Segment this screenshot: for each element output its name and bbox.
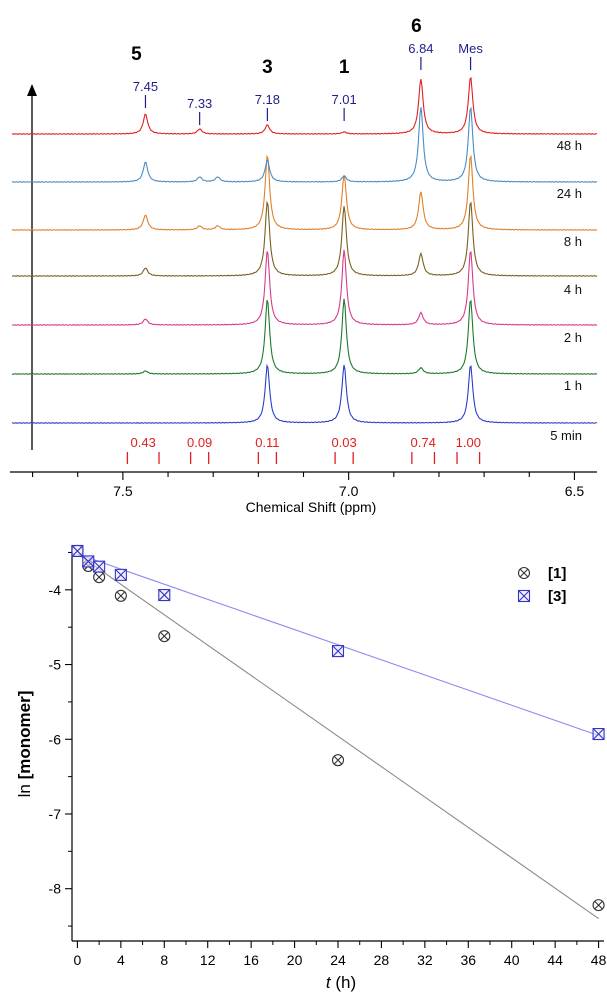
- kinetics-y-axis-label: ln [monomer]: [15, 691, 34, 798]
- legend-label: [1]: [548, 565, 566, 582]
- kin-x-tick-label: 20: [287, 952, 303, 968]
- y-axis-label-prefix: ln: [15, 779, 34, 797]
- nmr-trace-label: 5 min: [550, 428, 582, 443]
- legend-marker: [517, 589, 531, 603]
- kin-x-tick-label: 28: [374, 952, 390, 968]
- nmr-integrals: 0.43 0.09 0.11 0.03 0.74 1.00: [126, 435, 481, 464]
- nmr-x-tick-label: 7.5: [113, 483, 133, 499]
- kin-y-tick-label: -5: [49, 657, 62, 673]
- compound-label: 5: [131, 44, 142, 65]
- data-point-3: [114, 568, 127, 581]
- nmr-trace-label: 24 h: [557, 186, 582, 201]
- data-point-1: [592, 899, 605, 912]
- kin-x-tick-label: 44: [547, 952, 563, 968]
- legend-marker: [517, 566, 531, 580]
- data-point-1: [158, 630, 171, 643]
- nmr-trace-label: 2 h: [564, 330, 582, 345]
- integral-value: 0.43: [131, 435, 156, 450]
- nmr-spectra: [11, 76, 598, 424]
- kin-x-tick-label: 36: [460, 952, 476, 968]
- x-axis-label-unit: (h): [331, 973, 357, 992]
- peak-shift-label: 7.45: [133, 79, 158, 94]
- data-point-3: [93, 560, 106, 573]
- nmr-x-ticks: 7.5 7.0 6.5: [32, 472, 585, 499]
- nmr-trace-label: 1 h: [564, 378, 582, 393]
- fit-line: [77, 553, 599, 737]
- kin-y-tick-label: -6: [49, 731, 62, 747]
- nmr-trace: [11, 76, 598, 135]
- kin-x-tick-label: 48: [591, 952, 607, 968]
- nmr-trace: [11, 154, 598, 231]
- nmr-trace: [11, 298, 598, 375]
- kin-x-tick-label: 4: [117, 952, 125, 968]
- kin-x-tick-label: 0: [74, 952, 82, 968]
- kin-x-tick-label: 16: [243, 952, 259, 968]
- kinetics-panel: 0 4 8 12 16 20 24 28 32 36 40 44 48-4-5-6-7-8 [1][3]…: [15, 544, 607, 992]
- nmr-labels: 5 min 1 h 2 h 4 h 8 h 24 h 48 h 5 3 1 6 7.45 7.33 7.1…: [131, 16, 582, 443]
- data-point-1: [114, 589, 127, 602]
- integral-value: 0.03: [331, 435, 356, 450]
- kinetics-points: [71, 544, 605, 912]
- peak-shift-label: 7.33: [187, 96, 212, 111]
- kin-x-tick-label: 24: [330, 952, 346, 968]
- kinetics-ticks: 0 4 8 12 16 20 24 28 32 36 40 44 48-4-5-6-7-8: [49, 551, 607, 968]
- kin-y-tick-label: -8: [49, 881, 62, 897]
- peak-shift-label: Mes: [458, 41, 483, 56]
- data-point-1: [331, 754, 345, 767]
- kin-x-tick-label: 8: [160, 952, 168, 968]
- fit-line: [77, 553, 599, 920]
- kinetics-x-axis-label: t (h): [326, 973, 356, 992]
- compound-label: 3: [262, 57, 273, 78]
- data-point-3: [331, 645, 345, 658]
- time-arrow-head: [27, 84, 37, 96]
- integral-value: 1.00: [456, 435, 481, 450]
- data-point-3: [71, 544, 84, 558]
- data-point-3: [592, 727, 605, 741]
- legend-label: [3]: [548, 588, 566, 605]
- integral-value: 0.09: [187, 435, 212, 450]
- nmr-trace: [11, 106, 598, 183]
- nmr-trace: [11, 200, 598, 277]
- kin-x-tick-label: 32: [417, 952, 433, 968]
- nmr-x-tick-label: 6.5: [565, 483, 585, 499]
- kin-x-tick-label: 12: [200, 952, 216, 968]
- kinetics-fit-lines: [77, 553, 599, 920]
- nmr-panel: 5 min 1 h 2 h 4 h 8 h 24 h 48 h 5 3 1 6 7.45 7.33 7.1…: [10, 16, 598, 515]
- nmr-trace: [11, 363, 598, 424]
- kinetics-legend: [1][3]: [517, 565, 566, 605]
- integral-value: 0.74: [411, 435, 436, 450]
- nmr-trace: [11, 249, 598, 326]
- data-point-3: [82, 555, 95, 568]
- y-axis-label-main: [monomer]: [15, 691, 34, 780]
- kin-x-tick-label: 40: [504, 952, 520, 968]
- peak-shift-label: 7.18: [255, 92, 280, 107]
- nmr-trace-label: 8 h: [564, 234, 582, 249]
- x-axis-label-italic: t: [326, 973, 332, 992]
- data-point-1: [93, 571, 106, 584]
- compound-label: 6: [411, 16, 422, 37]
- nmr-trace-label: 48 h: [557, 138, 582, 153]
- nmr-x-tick-label: 7.0: [339, 483, 359, 499]
- data-point-3: [158, 589, 171, 602]
- kin-y-tick-label: -7: [49, 806, 62, 822]
- integral-value: 0.11: [255, 435, 279, 450]
- compound-label: 1: [339, 57, 350, 78]
- nmr-x-axis-label: Chemical Shift (ppm): [246, 499, 377, 515]
- peak-shift-label: 7.01: [331, 92, 356, 107]
- kin-y-tick-label: -4: [49, 582, 62, 598]
- peak-shift-label: 6.84: [408, 41, 433, 56]
- nmr-trace-label: 4 h: [564, 282, 582, 297]
